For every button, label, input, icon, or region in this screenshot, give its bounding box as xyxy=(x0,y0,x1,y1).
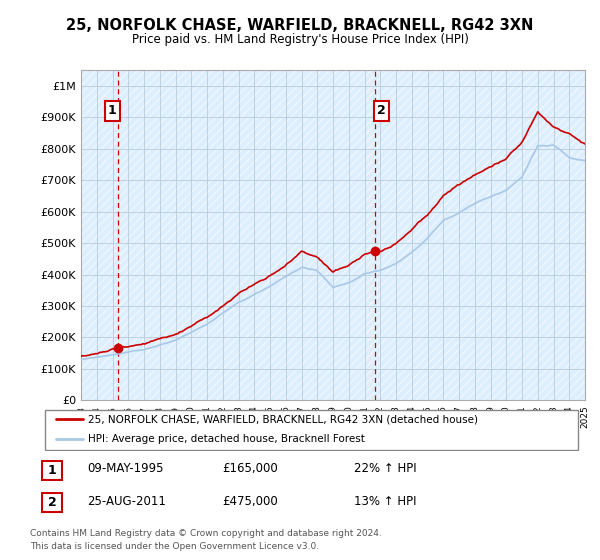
FancyBboxPatch shape xyxy=(45,410,578,450)
Text: 2: 2 xyxy=(377,104,385,118)
Text: HPI: Average price, detached house, Bracknell Forest: HPI: Average price, detached house, Brac… xyxy=(88,434,365,444)
Text: 1: 1 xyxy=(107,104,116,118)
Text: 13% ↑ HPI: 13% ↑ HPI xyxy=(354,494,416,508)
Text: 25-AUG-2011: 25-AUG-2011 xyxy=(87,494,166,508)
Text: 25, NORFOLK CHASE, WARFIELD, BRACKNELL, RG42 3XN: 25, NORFOLK CHASE, WARFIELD, BRACKNELL, … xyxy=(67,18,533,32)
Text: 25, NORFOLK CHASE, WARFIELD, BRACKNELL, RG42 3XN (detached house): 25, NORFOLK CHASE, WARFIELD, BRACKNELL, … xyxy=(88,414,478,424)
Text: £475,000: £475,000 xyxy=(222,494,278,508)
Text: Contains HM Land Registry data © Crown copyright and database right 2024.
This d: Contains HM Land Registry data © Crown c… xyxy=(30,529,382,550)
Text: 22% ↑ HPI: 22% ↑ HPI xyxy=(354,462,416,475)
FancyBboxPatch shape xyxy=(42,493,62,512)
Bar xyxy=(81,70,585,400)
Text: 2: 2 xyxy=(48,496,56,510)
Text: 09-MAY-1995: 09-MAY-1995 xyxy=(87,462,163,475)
Text: Price paid vs. HM Land Registry's House Price Index (HPI): Price paid vs. HM Land Registry's House … xyxy=(131,32,469,46)
Text: 1: 1 xyxy=(48,464,56,477)
FancyBboxPatch shape xyxy=(42,461,62,480)
Text: £165,000: £165,000 xyxy=(222,462,278,475)
